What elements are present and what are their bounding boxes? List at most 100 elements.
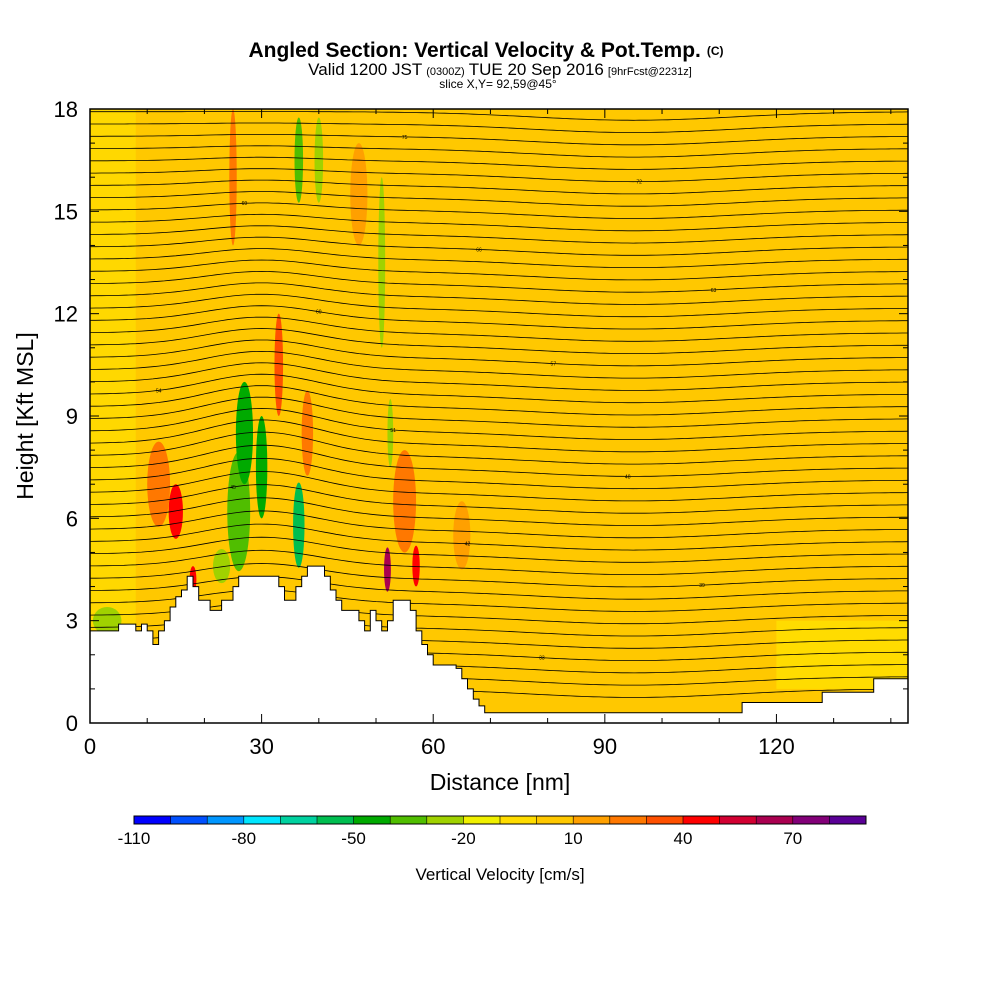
theta-contour-73 (90, 156, 908, 170)
colorbar-title: Vertical Velocity [cm/s] (415, 865, 584, 884)
velocity-feature-20 (350, 143, 368, 246)
x-tick-label: 30 (249, 734, 273, 759)
velocity-feature-9 (274, 313, 284, 417)
theta-contour-label: 57 (551, 362, 557, 368)
colorbar: -110 -80 -50 -20 10 40 70 (118, 815, 867, 848)
theta-contour-label: 45 (230, 485, 236, 491)
y-tick-label: 3 (66, 609, 78, 634)
theta-contour-45 (90, 484, 908, 514)
slice-label: slice X,Y= 92,59@45° (439, 77, 557, 91)
theta-contour-65 (90, 248, 908, 268)
colorbar-swatch (426, 816, 464, 824)
theta-contour-69 (90, 202, 908, 219)
colorbar-swatch (756, 816, 794, 824)
colorbar-swatch (792, 816, 830, 824)
theta-contour-54 (90, 373, 908, 404)
velocity-feature-15 (393, 450, 417, 553)
theta-contour-39 (90, 563, 908, 588)
theta-contour-74 (90, 145, 908, 158)
theta-contour-53 (90, 385, 908, 416)
theta-contour-label: 69 (242, 201, 248, 207)
theta-contour-59 (90, 316, 908, 342)
theta-contour-51 (90, 408, 908, 440)
colorbar-tick-label: 40 (674, 829, 693, 848)
velocity-feature-5 (255, 416, 268, 519)
colorbar-swatch (500, 816, 538, 824)
theta-contour-77 (90, 111, 908, 121)
colorbar-swatch (829, 816, 867, 824)
velocity-feature-18 (453, 501, 471, 570)
theta-contour-label: 48 (625, 474, 631, 480)
theta-contour-70 (90, 191, 908, 207)
theta-contour-38 (90, 576, 908, 600)
colorbar-swatch (536, 816, 574, 824)
theta-contour-label: 63 (711, 288, 717, 294)
theta-contour-71 (90, 179, 908, 195)
colorbar-swatch (719, 816, 757, 824)
theta-contour-64 (90, 259, 908, 281)
colorbar-swatch (280, 816, 318, 824)
theta-contour-label: 60 (316, 310, 322, 316)
theta-contour-66 (90, 236, 908, 256)
theta-contour-label: 42 (465, 542, 471, 548)
colorbar-swatch (646, 816, 684, 824)
velocity-feature-10 (301, 390, 314, 476)
theta-contour-50 (90, 419, 908, 453)
x-tick-label: 120 (758, 734, 795, 759)
theta-contour-label: 54 (156, 388, 162, 394)
theta-contour-label: 66 (476, 247, 482, 253)
colorbar-swatch (170, 816, 208, 824)
terrain-surface (90, 565, 908, 723)
valid-time-line: Valid 1200 JST (0300Z) TUE 20 Sep 2016 [9hr… (308, 60, 692, 79)
theta-contour-42 (90, 523, 908, 551)
x-axis-label: Distance [nm] (430, 769, 571, 795)
velocity-feature-12 (314, 117, 324, 203)
y-tick-label: 0 (66, 711, 78, 736)
colorbar-tick-label: 10 (564, 829, 583, 848)
colorbar-tick-label: -50 (341, 829, 366, 848)
velocity-feature-8 (293, 482, 305, 568)
colorbar-swatch (317, 816, 355, 824)
theta-contour-56 (90, 350, 908, 379)
y-tick-label: 9 (66, 404, 78, 429)
x-tick-label: 90 (593, 734, 617, 759)
terrain (90, 565, 908, 723)
theta-contour-43 (90, 510, 908, 539)
colorbar-swatch (134, 816, 172, 824)
colorbar-swatch (243, 816, 281, 824)
theta-contour-62 (90, 282, 908, 305)
y-tick-label: 18 (54, 97, 78, 122)
colorbar-swatch (573, 816, 611, 824)
theta-contour-67 (90, 225, 908, 244)
colorbar-tick-label: -20 (451, 829, 476, 848)
colorbar-swatch (390, 816, 428, 824)
axes: 0 30 60 90 120 0 3 69 12 15 18 (54, 97, 908, 759)
theta-contour-76 (90, 122, 908, 133)
x-tick-label: 0 (84, 734, 96, 759)
velocity-feature-16 (378, 177, 386, 348)
theta-contour-52 (90, 396, 908, 428)
y-tick-label: 15 (54, 199, 78, 224)
y-tick-label: 12 (54, 302, 78, 327)
velocity-feature-14 (412, 545, 420, 587)
theta-contour-label: 39 (699, 583, 705, 589)
theta-contour-41 (90, 536, 908, 563)
velocity-features (92, 109, 471, 635)
velocity-feature-11 (294, 117, 304, 203)
colorbar-swatch (353, 816, 391, 824)
theta-contour-68 (90, 213, 908, 232)
theta-contour-57 (90, 339, 908, 367)
colorbar-tick-label: -110 (118, 829, 151, 848)
theta-contour-75 (90, 134, 908, 146)
theta-contour-46 (90, 471, 908, 502)
theta-contour-48 (90, 444, 908, 477)
plot-area: 3033363942454851545760636669727578 (90, 109, 908, 723)
theta-contour-label: 33 (539, 656, 545, 662)
theta-contour-37 (90, 589, 908, 612)
theta-contour-label: 72 (636, 180, 642, 186)
colorbar-swatch (609, 816, 647, 824)
theta-contour-63 (90, 270, 908, 293)
colorbar-swatch (683, 816, 721, 824)
